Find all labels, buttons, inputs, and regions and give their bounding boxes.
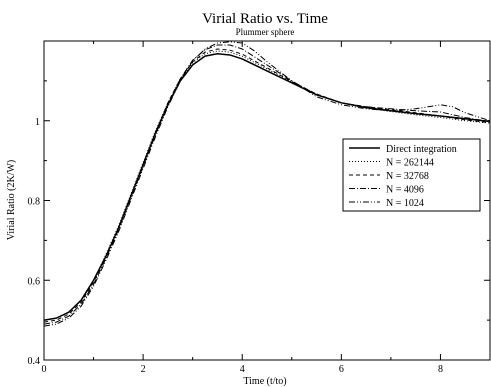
x-tick-label: 4 xyxy=(240,364,245,375)
y-tick-label: 0.4 xyxy=(28,356,41,367)
series-line-3 xyxy=(44,44,490,325)
legend-box xyxy=(342,138,481,212)
chart-title: Virial Ratio vs. Time xyxy=(202,11,328,27)
plot-area: 0 2 4 6 8 0.4 0.6 0.8 1 xyxy=(28,40,491,375)
y-tick-label: 0.8 xyxy=(28,197,41,208)
series-line-2 xyxy=(44,48,490,323)
legend-label-1: N = 262144 xyxy=(386,158,434,169)
series-line-4 xyxy=(44,41,490,327)
series-lines xyxy=(44,41,490,327)
legend-label-4: N = 1024 xyxy=(386,198,424,209)
y-tick-label: 1 xyxy=(35,117,40,128)
chart-subtitle: Plummer sphere xyxy=(236,27,295,37)
x-tick-label: 0 xyxy=(42,364,47,375)
legend-label-3: N = 4096 xyxy=(386,185,424,196)
x-tick-label: 2 xyxy=(141,364,146,375)
y-axis-label: Virial Ratio (2K/W) xyxy=(6,160,17,241)
x-tick-label: 8 xyxy=(438,364,443,375)
x-axis-label: Time (t/to) xyxy=(243,376,286,387)
x-tick-label: 6 xyxy=(339,364,344,375)
y-tick-label: 0.6 xyxy=(28,276,41,287)
legend: Direct integration N = 262144 N = 32768 N =… xyxy=(342,138,481,212)
legend-label-2: N = 32768 xyxy=(386,171,429,182)
axis-ticks: 0 2 4 6 8 0.4 0.6 0.8 1 xyxy=(28,41,490,375)
legend-label-0: Direct integration xyxy=(386,144,457,155)
